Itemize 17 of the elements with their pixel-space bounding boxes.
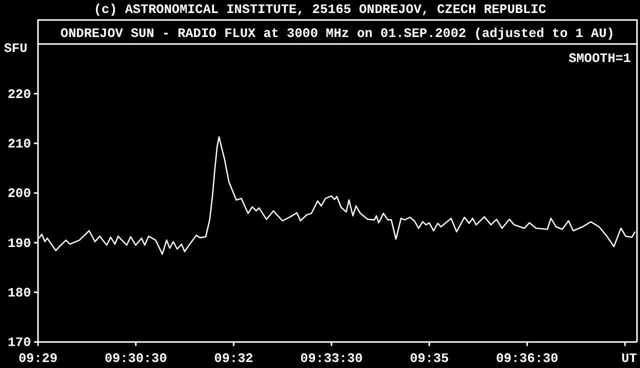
y-tick-label: 220 (8, 86, 32, 102)
x-tick-label: 09:30:30 (104, 351, 168, 366)
text: (c) ASTRONOMICAL INSTITUTE, 25165 ONDREJOV, CZECH REPUBLIC (94, 2, 546, 17)
y-tick-label: 200 (8, 186, 32, 202)
x-tick-label: UT (621, 351, 638, 366)
x-tick-label: 09:36:30 (496, 351, 559, 366)
x-tick-label: 09:29 (18, 351, 58, 366)
x-tick-label: 09:35 (410, 351, 450, 366)
x-tick-label: 09:33:30 (300, 351, 363, 366)
y-axis-title: SFU (4, 41, 28, 56)
chart-title: ONDREJOV SUN - RADIO FLUX at 3000 MHz on 01.SEP.2002 (adjusted to 1 AU) (60, 26, 614, 41)
x-tick-label: 09:32 (214, 351, 254, 366)
y-tick-label: 210 (8, 136, 32, 152)
y-tick-label: 170 (8, 335, 32, 350)
y-tick-label: 190 (8, 236, 32, 251)
annotation: SMOOTH=1 (568, 51, 632, 66)
y-tick-label: 180 (8, 285, 32, 300)
